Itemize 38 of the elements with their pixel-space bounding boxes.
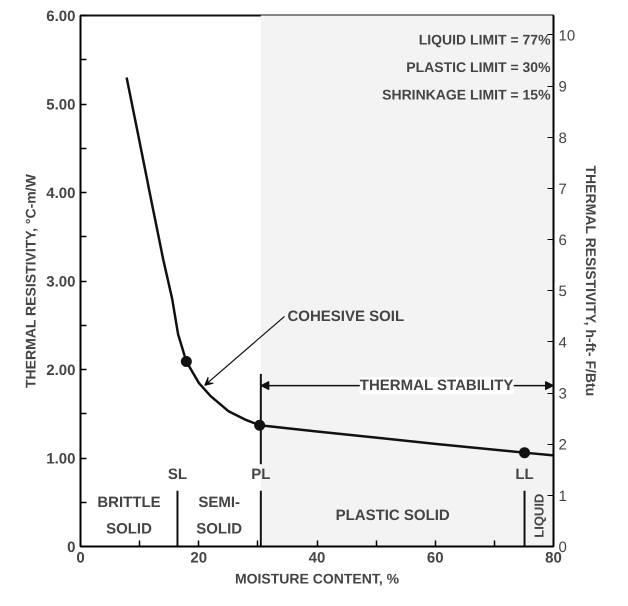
y2-tick-label: 2 [558, 436, 567, 454]
x-tick-label: 20 [190, 550, 208, 566]
y2-axis-title: THERMAL RESISTIVITY, h-ft- F/Btu [583, 166, 600, 396]
line-series [125, 76, 554, 457]
ref-line-label: PL [251, 466, 270, 483]
y-tick-label: 2.00 [46, 362, 76, 379]
ref-line-label: LL [515, 466, 534, 483]
annotation: BRITTLE SOLID [97, 494, 161, 538]
y2-tick-label: 5 [558, 283, 567, 300]
ref-line-label: SL [168, 466, 188, 483]
y-tick-label: 0 [67, 539, 76, 556]
y2-tick-label: 3 [558, 386, 567, 403]
y-tick-label: 4.00 [46, 185, 76, 202]
x-axis-title: MOISTURE CONTENT, % [234, 570, 400, 586]
annotation: PLASTIC SOLID [336, 507, 450, 524]
annotation: LIQUID LIMIT = 77% [418, 31, 552, 48]
annotation: SHRINKAGE LIMIT = 15% [382, 86, 552, 103]
y2-tick-label: 6 [558, 232, 567, 250]
y2-tick-label: 1 [558, 488, 567, 505]
y2-tick-label: 7 [558, 180, 567, 198]
y-tick-label: 1.00 [46, 450, 76, 468]
y2-tick-label: 4 [558, 334, 567, 352]
y-tick-label: 3.00 [46, 274, 76, 290]
y2-tick-label: 8 [558, 130, 567, 147]
y2-tick-label: 10 [558, 27, 576, 44]
annotation: LIQUID [532, 494, 547, 538]
y-tick-label: 5.00 [46, 96, 76, 114]
y-axis-title: THERMAL RESISTIVITY, °C-m/W [22, 173, 38, 388]
point [180, 356, 192, 368]
x-tick-label: 60 [426, 550, 444, 566]
y-tick-label: 6.00 [46, 8, 76, 25]
x-tick-label: 40 [308, 550, 326, 566]
annotation: SEMI- SOLID [196, 494, 242, 538]
point [519, 447, 530, 458]
band-label: THERMAL STABILITY [360, 377, 514, 394]
annotation: PLASTIC LIMIT = 30% [406, 59, 552, 76]
y2-tick-label: 9 [558, 78, 567, 96]
annotation: COHESIVE SOIL [287, 308, 404, 325]
